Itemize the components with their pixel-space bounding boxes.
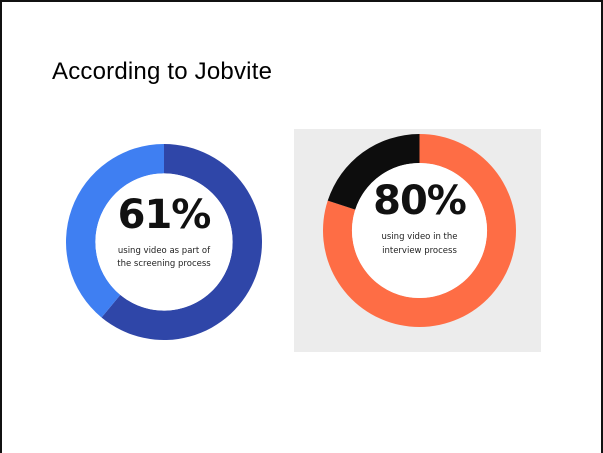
donut-chart-svg: [323, 134, 516, 327]
donut-slice-1: [66, 144, 164, 318]
donut-slice-0: [101, 144, 262, 340]
chart-panel-interview: 80% using video in the interview process: [294, 129, 541, 352]
donut-hole: [95, 173, 233, 311]
donut-slice-1: [327, 134, 420, 210]
slide-title: According to Jobvite: [52, 58, 273, 85]
donut-chart-screening: 61% using video as part of the screening…: [66, 144, 262, 340]
donut-slice-0: [323, 134, 516, 327]
donut-chart-interview: 80% using video in the interview process: [323, 134, 516, 327]
donut-hole: [351, 162, 488, 299]
donut-chart-svg: [66, 144, 262, 340]
